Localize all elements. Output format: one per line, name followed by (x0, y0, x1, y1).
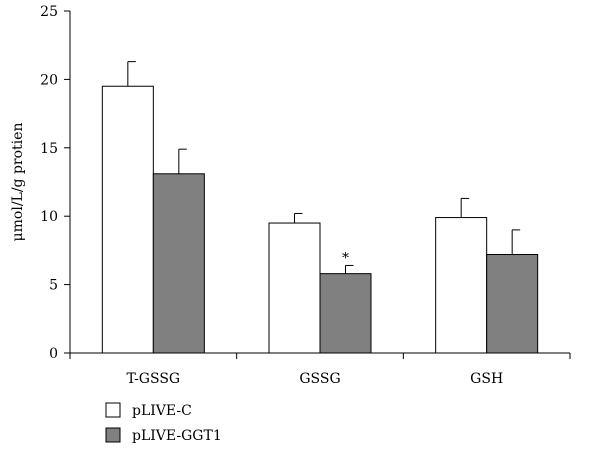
bar-plive-c-gsh (435, 217, 488, 354)
y-axis-label: μmol/L/g protien (10, 123, 26, 242)
y-tick-label: 15 (40, 141, 58, 157)
x-category-label: GSH (470, 371, 503, 387)
legend: pLIVE-C pLIVE-GGT1 (105, 402, 222, 444)
significance-marker: * (342, 250, 349, 266)
legend-swatch (105, 402, 121, 418)
legend-swatch (105, 427, 121, 443)
y-tick-label: 20 (40, 72, 58, 88)
y-tick-label: 10 (40, 209, 58, 225)
y-tick-label: 0 (49, 346, 58, 362)
y-tick-label: 25 (40, 4, 58, 20)
x-category-label: GSSG (299, 371, 340, 387)
x-category-label: T-GSSG (127, 371, 181, 387)
bar-plive-c-gssg (268, 222, 321, 354)
labels: 0 5 10 15 20 25 T-GSSG GSSG GSH * (40, 4, 503, 387)
legend-label: pLIVE-C (132, 403, 192, 419)
bars (101, 61, 539, 354)
bar-plive-ggt1-gssg (319, 273, 372, 354)
bar-plive-ggt1-t-gssg (152, 173, 205, 354)
bar-plive-c-t-gssg (101, 85, 154, 354)
y-tick-label: 5 (49, 278, 58, 294)
bar-plive-ggt1-gsh (486, 254, 539, 354)
legend-label: pLIVE-GGT1 (132, 428, 222, 444)
